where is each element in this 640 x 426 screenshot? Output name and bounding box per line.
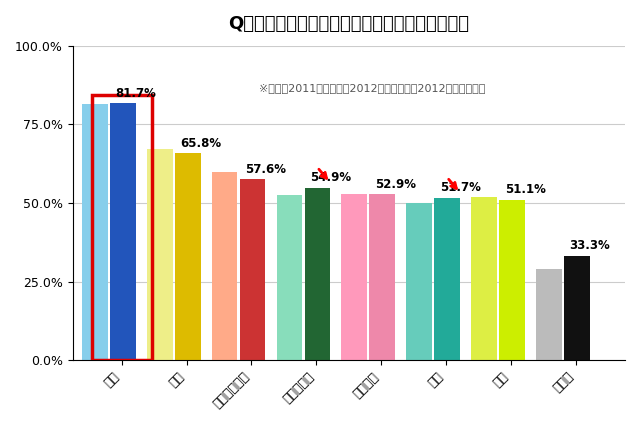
Bar xyxy=(175,153,200,360)
Text: 51.1%: 51.1% xyxy=(504,183,545,196)
Bar xyxy=(276,195,302,360)
Bar xyxy=(212,172,237,360)
Text: 33.3%: 33.3% xyxy=(570,239,611,252)
Bar xyxy=(305,187,330,360)
Title: Q．短冊に書きたい願いごとやかなえたい夢は？: Q．短冊に書きたい願いごとやかなえたい夢は？ xyxy=(228,15,469,33)
Text: 51.7%: 51.7% xyxy=(440,181,481,195)
Bar xyxy=(369,194,396,360)
Bar xyxy=(536,269,562,360)
Bar xyxy=(147,150,173,360)
Bar xyxy=(499,199,525,360)
Text: 52.9%: 52.9% xyxy=(375,178,416,191)
Text: 65.8%: 65.8% xyxy=(180,137,221,150)
Bar xyxy=(341,193,367,360)
Bar xyxy=(239,179,266,360)
Bar xyxy=(82,104,108,360)
Bar xyxy=(110,103,136,360)
Bar xyxy=(435,198,460,360)
Bar xyxy=(471,197,497,360)
Text: 81.7%: 81.7% xyxy=(115,87,156,100)
Text: 57.6%: 57.6% xyxy=(245,163,286,176)
Text: 54.9%: 54.9% xyxy=(310,171,351,184)
Bar xyxy=(406,203,432,360)
Text: ※左側：2011年、右側：2012年　（数値は2012年の回答率）: ※左側：2011年、右側：2012年 （数値は2012年の回答率） xyxy=(259,83,485,93)
Bar xyxy=(564,256,590,360)
